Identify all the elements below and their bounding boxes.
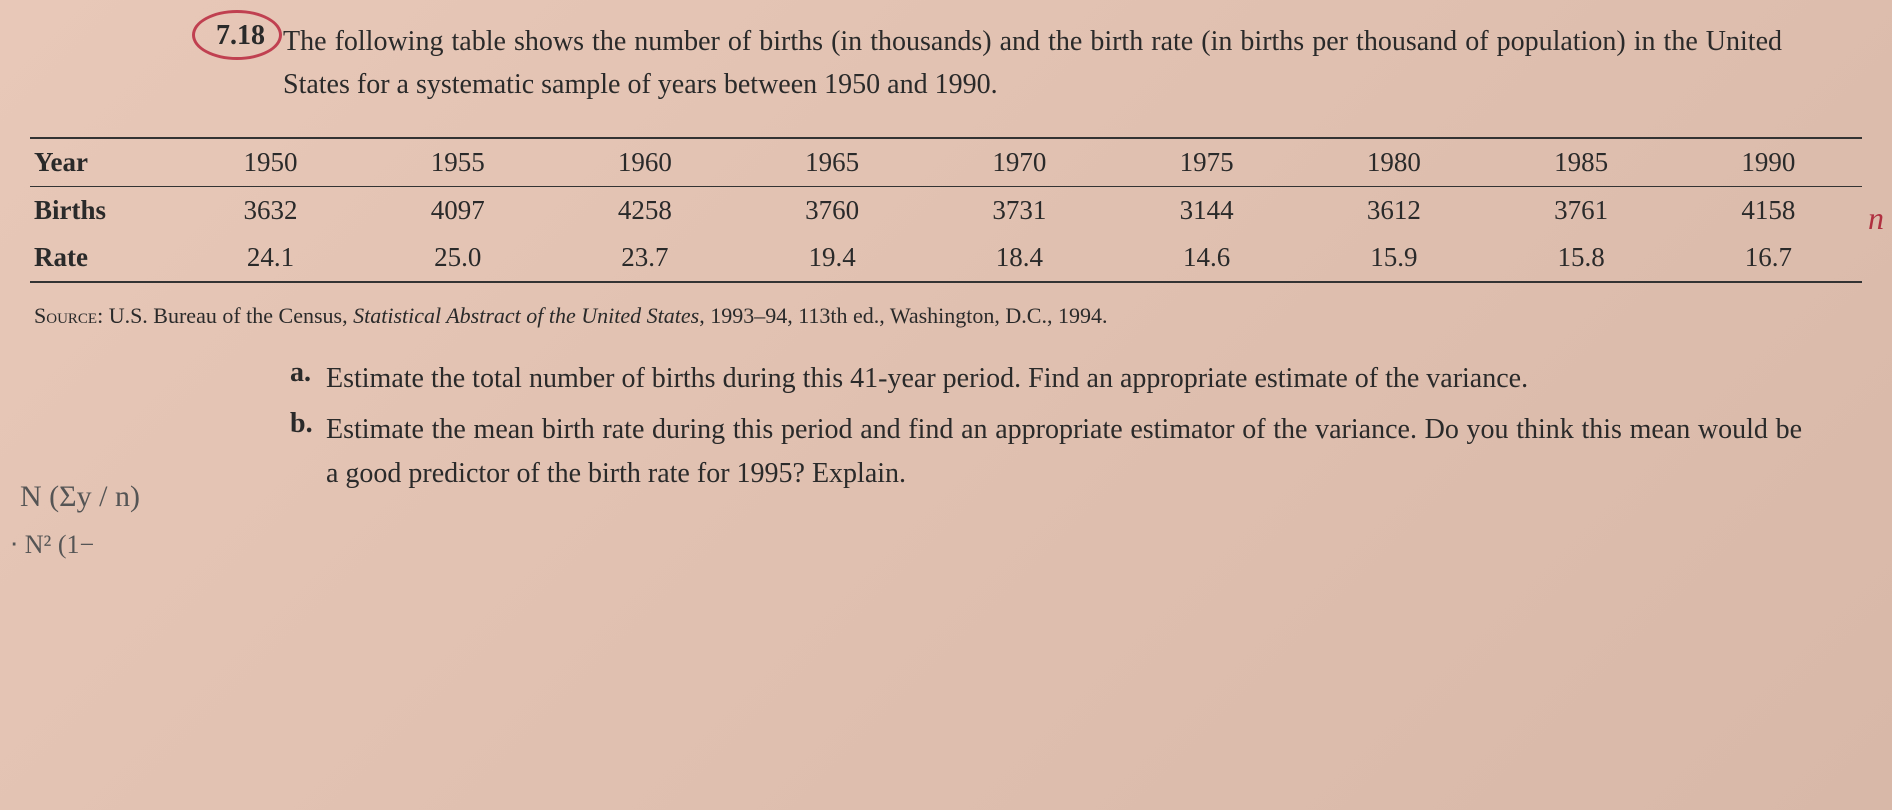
table-year-header: 1965 [739, 138, 926, 187]
table-row-label: Rate [30, 234, 177, 282]
table-head: Year195019551960196519701975198019851990 [30, 138, 1862, 187]
table-cell: 18.4 [926, 234, 1113, 282]
problem-number-text: 7.18 [216, 20, 265, 51]
table-year-header: 1985 [1487, 138, 1674, 187]
source-before: U.S. Bureau of the Census, [103, 303, 353, 328]
table-year-header: 1970 [926, 138, 1113, 187]
births-data-table: Year195019551960196519701975198019851990… [30, 137, 1862, 283]
table-cell: 3731 [926, 186, 1113, 234]
source-after: , 1993–94, 113th ed., Washington, D.C., … [699, 303, 1107, 328]
table-cell: 23.7 [551, 234, 738, 282]
table-cell: 4097 [364, 186, 551, 234]
margin-annotation-n: n [1868, 200, 1884, 237]
table-header-row: Year195019551960196519701975198019851990 [30, 138, 1862, 187]
table-cell: 4158 [1675, 186, 1862, 234]
questions-list: a.Estimate the total number of births du… [290, 357, 1802, 497]
question-text: Estimate the total number of births duri… [326, 357, 1528, 402]
problem-number: 7.18 [210, 20, 271, 52]
table-cell: 3760 [739, 186, 926, 234]
problem-text: The following table shows the number of … [283, 20, 1782, 107]
table-body: Births3632409742583760373131443612376141… [30, 186, 1862, 282]
table-cell: 24.1 [177, 234, 364, 282]
table-cell: 25.0 [364, 234, 551, 282]
table-year-header: 1990 [1675, 138, 1862, 187]
pencil-annotation-formula-2: ⋅ N² (1− [10, 530, 94, 560]
table-row: Births3632409742583760373131443612376141… [30, 186, 1862, 234]
table-cell: 3761 [1487, 186, 1674, 234]
table-cell: 3144 [1113, 186, 1300, 234]
table-cell: 3612 [1300, 186, 1487, 234]
source-italic: Statistical Abstract of the United State… [353, 303, 699, 328]
table-cell: 15.9 [1300, 234, 1487, 282]
table-cell: 16.7 [1675, 234, 1862, 282]
table-year-header: 1975 [1113, 138, 1300, 187]
question-letter: a. [290, 357, 326, 402]
table-cell: 14.6 [1113, 234, 1300, 282]
question-text: Estimate the mean birth rate during this… [326, 408, 1802, 498]
pencil-annotation-formula-1: N (Σy / n) [20, 480, 140, 514]
table-year-header: 1955 [364, 138, 551, 187]
question-letter: b. [290, 408, 326, 498]
question-item: a.Estimate the total number of births du… [290, 357, 1802, 402]
table-cell: 3632 [177, 186, 364, 234]
table-cell: 15.8 [1487, 234, 1674, 282]
table-year-header: 1950 [177, 138, 364, 187]
question-item: b.Estimate the mean birth rate during th… [290, 408, 1802, 498]
table-year-header: 1960 [551, 138, 738, 187]
table-cell: 19.4 [739, 234, 926, 282]
table-col-header: Year [30, 138, 177, 187]
table-row-label: Births [30, 186, 177, 234]
source-citation: Source: U.S. Bureau of the Census, Stati… [34, 303, 1862, 329]
table-row: Rate24.125.023.719.418.414.615.915.816.7 [30, 234, 1862, 282]
source-label: Source: [34, 303, 103, 328]
problem-header: 7.18 The following table shows the numbe… [210, 20, 1782, 107]
table-cell: 4258 [551, 186, 738, 234]
table-year-header: 1980 [1300, 138, 1487, 187]
